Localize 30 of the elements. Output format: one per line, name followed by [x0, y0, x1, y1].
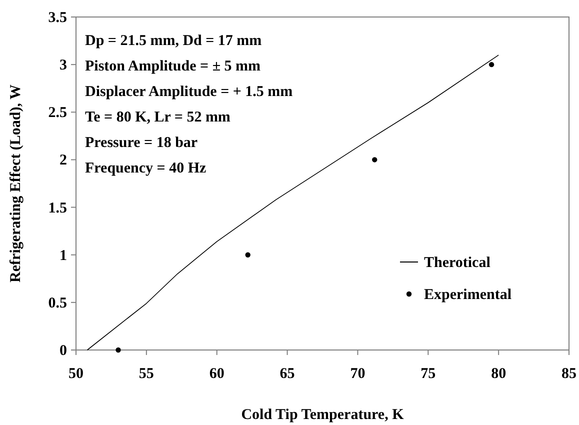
legend-label: Experimental: [424, 287, 512, 303]
y-axis-title: Refrigerating Effect (Load), W: [8, 84, 24, 283]
x-axis-title: Cold Tip Temperature, K: [241, 407, 404, 423]
y-tick-label: 3.5: [48, 10, 67, 26]
annotation: Te = 80 K, Lr = 52 mm: [85, 110, 231, 126]
annotation: Piston Amplitude = ± 5 mm: [85, 58, 262, 74]
y-tick-label: 0.5: [48, 295, 67, 312]
x-tick-label: 50: [68, 366, 84, 382]
x-tick-label: 60: [209, 366, 224, 382]
y-tick-label: 2.5: [48, 105, 67, 122]
x-tick-label: 65: [280, 366, 295, 382]
point: [245, 252, 250, 258]
point: [116, 347, 121, 353]
annotation: Dp = 21.5 mm, Dd = 17 mm: [85, 33, 262, 49]
y-tick-label: 1.5: [48, 200, 67, 216]
y-tick-label: 0: [60, 343, 67, 359]
legend-label: Therotical: [424, 255, 490, 271]
annotation: Displacer Amplitude = + 1.5 mm: [85, 84, 294, 100]
y-tick-label: 3: [60, 58, 67, 74]
y-tick-label: 1: [60, 248, 67, 264]
x-tick-label: 80: [491, 366, 506, 382]
y-tick-label: 2: [60, 152, 67, 169]
x-tick-label: 55: [138, 366, 154, 382]
x-tick-label: 75: [420, 366, 436, 382]
point: [488, 62, 494, 68]
point: [372, 157, 378, 162]
annotation: Frequency = 40 Hz: [85, 160, 207, 176]
annotation: Pressure = 18 bar: [85, 135, 198, 151]
x-tick-label: 70: [350, 366, 366, 382]
x-tick-label: 85: [562, 366, 576, 382]
